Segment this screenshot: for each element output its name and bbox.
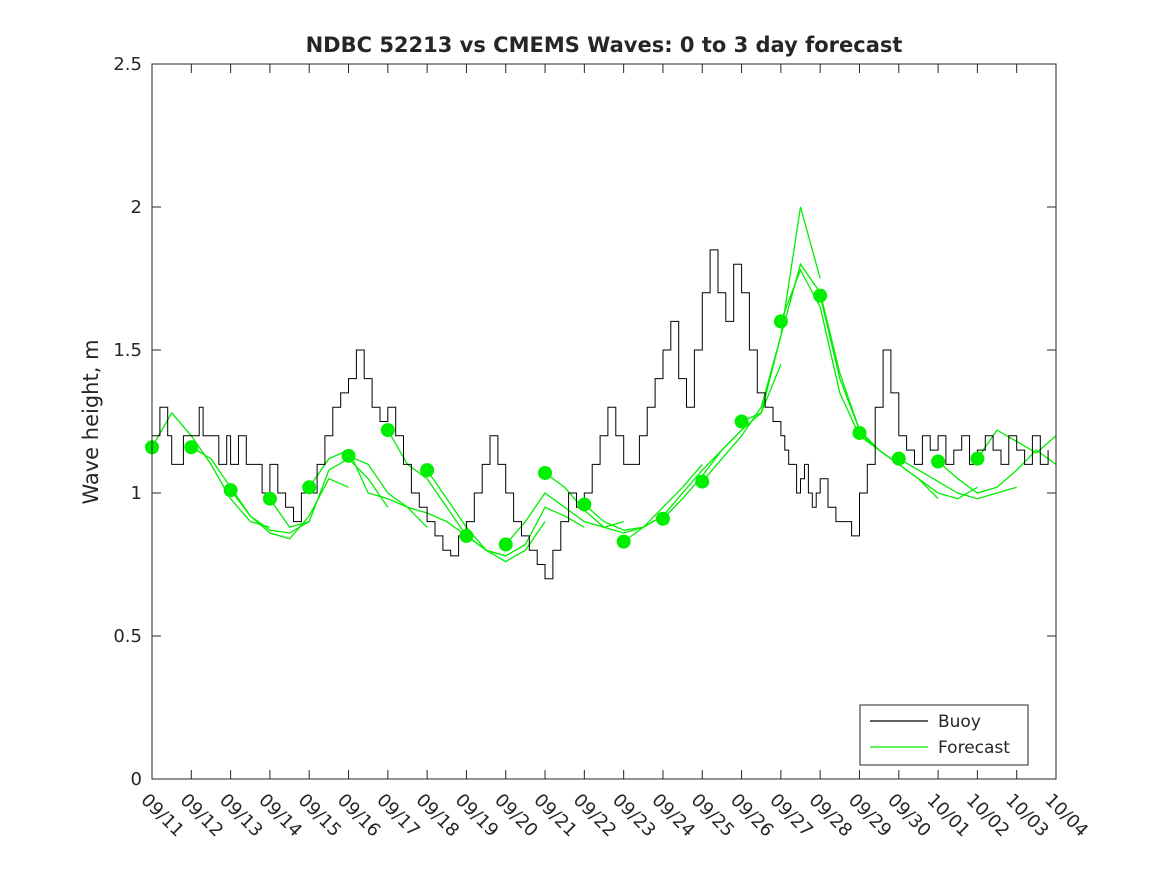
analysis-point <box>655 511 670 526</box>
analysis-point <box>184 440 199 455</box>
analysis-point <box>813 288 828 303</box>
legend-box <box>859 704 1029 766</box>
analysis-point <box>459 528 474 543</box>
forecast-run-line-2 <box>230 477 349 540</box>
x-tick-label: 09/19 <box>451 790 503 842</box>
x-tick-label: 10/02 <box>962 790 1014 842</box>
analysis-point <box>262 491 277 506</box>
y-tick-label: 2 <box>131 197 142 218</box>
analysis-point <box>538 465 553 480</box>
forecast-run-line-20 <box>937 449 1057 494</box>
analysis-point <box>380 423 395 438</box>
forecast-run-line-0 <box>151 411 271 528</box>
x-tick-label: 09/24 <box>647 790 699 842</box>
y-axis-label: Wave height, m <box>79 339 103 504</box>
x-tick-label: 09/15 <box>294 790 346 842</box>
x-tick-label: 09/28 <box>805 790 857 842</box>
analysis-point <box>498 537 513 552</box>
x-tick-label: 09/14 <box>254 790 306 842</box>
x-tick-label: 09/25 <box>687 790 739 842</box>
x-tick-label: 09/23 <box>608 790 660 842</box>
analysis-point <box>970 451 985 466</box>
plot-area <box>145 64 1057 779</box>
x-tick-label: 09/16 <box>333 790 385 842</box>
x-tick-label: 09/20 <box>490 790 542 842</box>
x-tick-label: 09/30 <box>883 790 935 842</box>
x-tick-label: 09/11 <box>136 790 188 842</box>
y-tick-label: 1 <box>131 483 142 504</box>
forecast-run-line-19 <box>898 458 1017 500</box>
y-tick-label: 0 <box>131 769 142 790</box>
analysis-point <box>223 483 238 498</box>
analysis-point <box>852 425 867 440</box>
y-tick-label: 1.5 <box>113 340 142 361</box>
analysis-point <box>773 314 788 329</box>
forecast-run-line-3 <box>269 457 389 529</box>
forecast-run-line-14 <box>701 206 821 483</box>
x-tick-label: 09/18 <box>412 790 464 842</box>
analysis-point <box>577 497 592 512</box>
analysis-point <box>341 448 356 463</box>
x-tick-label: 09/29 <box>844 790 896 842</box>
x-tick-label: 09/27 <box>765 790 817 842</box>
x-tick-label: 09/12 <box>176 790 228 842</box>
analysis-point <box>302 480 317 495</box>
analysis-point <box>931 454 946 469</box>
legend-label-0: Buoy <box>938 712 981 732</box>
x-tick-label: 10/03 <box>1001 790 1053 842</box>
x-tick-label: 09/13 <box>215 790 267 842</box>
y-tick-label: 0.5 <box>113 626 142 647</box>
x-tick-label: 09/22 <box>569 790 621 842</box>
x-tick-label: 09/26 <box>726 790 778 842</box>
analysis-point <box>420 463 435 478</box>
chart-title: NDBC 52213 vs CMEMS Waves: 0 to 3 day fo… <box>306 33 903 57</box>
legend: Buoy Forecast <box>859 704 1029 766</box>
axes-box <box>151 63 1057 780</box>
forecast-run-line-15 <box>741 262 861 431</box>
forecast-run-line-8 <box>466 506 585 557</box>
x-tick-label: 10/04 <box>1040 790 1092 842</box>
plot-background <box>152 64 1056 779</box>
x-tick-label: 10/01 <box>923 790 975 842</box>
analysis-point <box>891 451 906 466</box>
legend-label-1: Forecast <box>938 738 1010 758</box>
forecast-run-line-18 <box>859 432 978 500</box>
forecast-run-line-5 <box>348 455 467 537</box>
analysis-point <box>695 474 710 489</box>
analysis-point <box>734 414 749 429</box>
x-tick-label: 09/17 <box>372 790 424 842</box>
analysis-point <box>616 534 631 549</box>
x-tick-label: 09/21 <box>530 790 582 842</box>
y-tick-label: 2.5 <box>113 54 142 75</box>
